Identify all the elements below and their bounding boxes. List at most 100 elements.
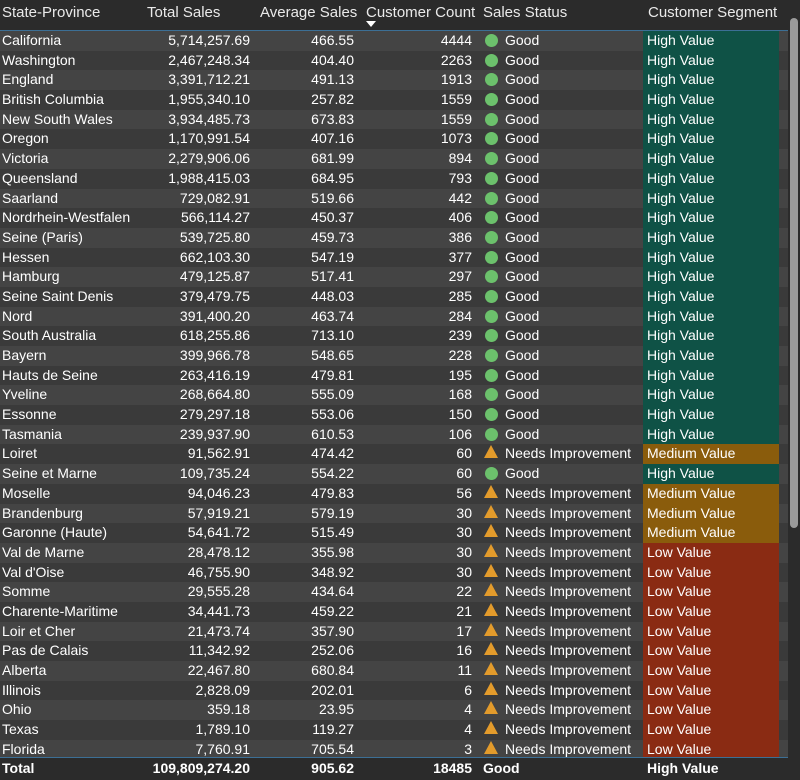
cell-state-province: Washington xyxy=(2,51,76,68)
table-row[interactable]: Pas de Calais 11,342.92 252.06 16 Needs Impr… xyxy=(0,641,788,661)
table-row[interactable]: England 3,391,712.21 491.13 1913 Good High Va… xyxy=(0,70,788,91)
cell-average-sales: 519.66 xyxy=(311,189,354,206)
table-row[interactable]: Queensland 1,988,415.03 684.95 793 Good High … xyxy=(0,168,788,189)
cell-state-province: Victoria xyxy=(2,150,49,167)
header-customer-count[interactable]: Customer Count xyxy=(366,4,476,21)
table-row[interactable]: Texas 1,789.10 119.27 4 Needs Improvement Low… xyxy=(0,720,788,740)
table-row[interactable]: Val d'Oise 46,755.90 348.92 30 Needs Improve… xyxy=(0,562,788,583)
table-row[interactable]: Brandenburg 57,919.21 579.19 30 Needs Improv… xyxy=(0,503,788,524)
table-row[interactable]: Washington 2,467,248.34 404.40 2263 Good High… xyxy=(0,50,788,71)
warning-triangle-icon xyxy=(484,484,498,498)
cell-sales-status: Good xyxy=(482,208,640,228)
table-row[interactable]: Val de Marne 28,478.12 355.98 30 Needs Impro… xyxy=(0,542,788,563)
table-row[interactable]: Saarland 729,082.91 519.66 442 Good High Valu… xyxy=(0,188,788,209)
table-row[interactable]: Moselle 94,046.23 479.83 56 Needs Improvemen… xyxy=(0,483,788,504)
header-state-province[interactable]: State-Province xyxy=(2,4,101,21)
table-row[interactable]: Seine Saint Denis 379,479.75 448.03 285 Good… xyxy=(0,286,788,307)
sales-status-label: Needs Improvement xyxy=(505,622,632,639)
cell-sales-status: Good xyxy=(482,70,640,90)
vertical-scrollbar[interactable] xyxy=(788,0,800,779)
cell-average-sales: 407.16 xyxy=(311,130,354,147)
table-row[interactable]: Essonne 279,297.18 553.06 150 Good High Value xyxy=(0,405,788,425)
sales-status-label: Needs Improvement xyxy=(505,642,632,659)
cell-sales-status: Good xyxy=(482,385,640,405)
cell-average-sales: 119.27 xyxy=(312,721,354,738)
cell-total-sales: 379,479.75 xyxy=(179,287,250,304)
table-row[interactable]: Bayern 399,966.78 548.65 228 Good High Value xyxy=(0,346,788,366)
good-status-dot-icon xyxy=(485,329,498,343)
cell-customer-count: 228 xyxy=(448,347,472,363)
sales-status-label: Good xyxy=(505,169,540,186)
table-row[interactable]: Seine (Paris) 539,725.80 459.73 386 Good High… xyxy=(0,227,788,248)
header-total-sales[interactable]: Total Sales xyxy=(147,4,221,21)
scrollbar-thumb[interactable] xyxy=(790,18,798,528)
cell-sales-status: Needs Improvement xyxy=(482,484,640,504)
table-row[interactable]: Alberta 22,467.80 680.84 11 Needs Improvemen… xyxy=(0,661,788,681)
table-row[interactable]: Hessen 662,103.30 547.19 377 Good High Value xyxy=(0,247,788,268)
sort-descending-icon[interactable] xyxy=(366,21,376,27)
table-row[interactable]: Nordrhein-Westfalen 566,114.27 450.37 406 Go… xyxy=(0,208,788,228)
cell-customer-segment: High Value xyxy=(643,50,779,71)
warning-triangle-icon xyxy=(484,681,498,695)
table-row[interactable]: New South Wales 3,934,485.73 673.83 1559 Goo… xyxy=(0,109,788,130)
cell-total-sales: 1,988,415.03 xyxy=(168,169,250,186)
cell-customer-count: 6 xyxy=(464,681,472,698)
sales-status-label: Needs Improvement xyxy=(505,740,632,757)
cell-sales-status: Needs Improvement xyxy=(482,622,640,642)
table-row[interactable]: Illinois 2,828.09 202.01 6 Needs Improvement… xyxy=(0,680,788,701)
cell-customer-segment: High Value xyxy=(643,208,779,228)
table-row[interactable]: Yveline 268,664.80 555.09 168 Good High Value xyxy=(0,385,788,406)
cell-total-sales: 91,562.91 xyxy=(187,445,250,462)
table-row[interactable]: Florida 7,760.91 705.54 3 Needs Improvement L… xyxy=(0,739,788,760)
cell-total-sales: 566,114.27 xyxy=(180,209,250,226)
warning-triangle-icon xyxy=(484,563,498,577)
warning-triangle-icon xyxy=(484,524,498,538)
cell-customer-segment: High Value xyxy=(643,346,779,366)
cell-state-province: Hessen xyxy=(2,248,50,265)
cell-customer-segment: Low Value xyxy=(643,739,779,760)
cell-customer-count: 16 xyxy=(456,642,472,659)
cell-sales-status: Good xyxy=(482,326,640,346)
table-row[interactable]: Seine et Marne 109,735.24 554.22 60 Good High… xyxy=(0,464,788,484)
good-status-dot-icon xyxy=(485,408,498,422)
cell-sales-status: Needs Improvement xyxy=(482,700,640,720)
table-row[interactable]: Garonne (Haute) 54,641.72 515.49 30 Needs Im… xyxy=(0,523,788,543)
cell-sales-status: Needs Improvement xyxy=(482,641,640,661)
header-customer-segment[interactable]: Customer Segment xyxy=(648,4,778,21)
sales-status-label: Good xyxy=(505,150,540,167)
table-row[interactable]: Loir et Cher 21,473.74 357.90 17 Needs Impro… xyxy=(0,621,788,642)
cell-customer-count: 442 xyxy=(448,189,472,206)
cell-total-sales: 54,641.72 xyxy=(187,524,250,541)
table-row[interactable]: Nord 391,400.20 463.74 284 Good High Value xyxy=(0,306,788,327)
table-row[interactable]: Oregon 1,170,991.54 407.16 1073 Good High Val… xyxy=(0,129,788,150)
totals-customer-segment: High Value xyxy=(647,760,719,776)
table-row[interactable]: Charente-Maritime 34,441.73 459.22 21 Needs … xyxy=(0,601,788,622)
cell-total-sales: 3,934,485.73 xyxy=(168,110,250,127)
cell-customer-segment: High Value xyxy=(643,405,779,425)
table-row[interactable]: British Columbia 1,955,340.10 257.82 1559 Go… xyxy=(0,90,788,110)
table-row[interactable]: Victoria 2,279,906.06 681.99 894 Good High Va… xyxy=(0,149,788,169)
table-row[interactable]: Tasmania 239,937.90 610.53 106 Good High Valu… xyxy=(0,424,788,445)
cell-sales-status: Good xyxy=(482,425,640,445)
cell-total-sales: 263,416.19 xyxy=(179,366,250,383)
good-status-dot-icon xyxy=(485,73,498,87)
cell-state-province: England xyxy=(2,71,54,88)
warning-triangle-icon xyxy=(484,504,498,518)
table-row[interactable]: Ohio 359.18 23.95 4 Needs Improvement Low Val… xyxy=(0,700,788,721)
header-average-sales[interactable]: Average Sales xyxy=(260,4,358,21)
table-row[interactable]: Loiret 91,562.91 474.42 60 Needs Improvement… xyxy=(0,444,788,465)
cell-customer-segment: High Value xyxy=(643,70,779,91)
cell-customer-segment: Medium Value xyxy=(643,444,779,465)
cell-average-sales: 579.19 xyxy=(311,504,354,521)
cell-average-sales: 459.73 xyxy=(311,228,354,245)
header-sales-status[interactable]: Sales Status xyxy=(483,4,568,21)
table-row[interactable]: Somme 29,555.28 434.64 22 Needs Improvement L… xyxy=(0,582,788,602)
table-row[interactable]: Hauts de Seine 263,416.19 479.81 195 Good Hig… xyxy=(0,365,788,386)
table-row[interactable]: California 5,714,257.69 466.55 4444 Good High… xyxy=(0,31,788,51)
table-row[interactable]: South Australia 618,255.86 713.10 239 Good Hi… xyxy=(0,326,788,346)
sales-status-label: Good xyxy=(505,327,540,344)
table-row[interactable]: Hamburg 479,125.87 517.41 297 Good High Value xyxy=(0,267,788,287)
cell-state-province: Pas de Calais xyxy=(2,642,89,659)
cell-customer-segment: High Value xyxy=(643,90,779,110)
cell-customer-count: 1559 xyxy=(440,110,472,127)
